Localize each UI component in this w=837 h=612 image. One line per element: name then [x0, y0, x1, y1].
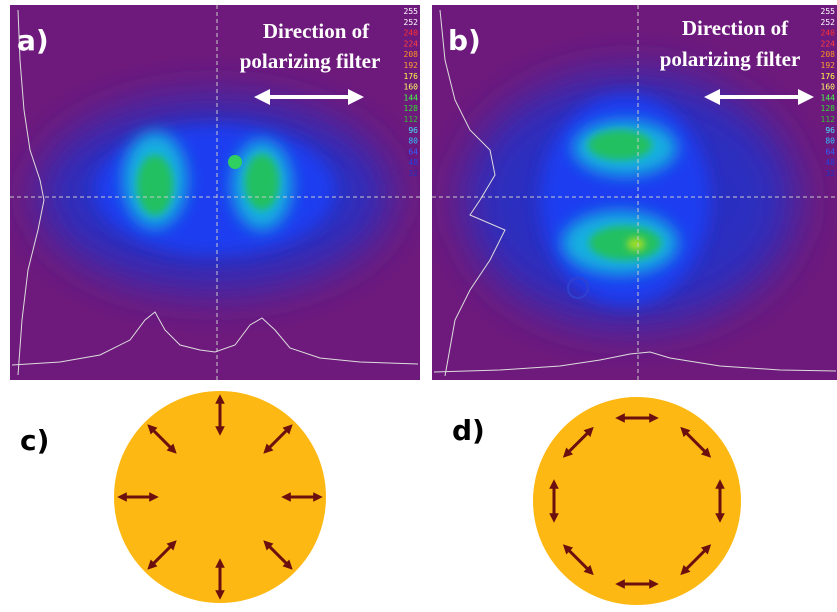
- colorbar-label: 64: [408, 147, 418, 156]
- blob: [245, 154, 279, 210]
- panel-label: b): [448, 24, 481, 57]
- colorbar-label: 240: [821, 29, 836, 38]
- blob: [589, 226, 661, 260]
- colorbar-label: 80: [825, 137, 835, 146]
- panel-label: c): [20, 424, 49, 457]
- colorbar-label: 144: [404, 93, 419, 102]
- colorbar-label: 176: [404, 72, 419, 81]
- blob: [137, 155, 173, 215]
- colorbar-label: 255: [404, 7, 419, 16]
- colorbar-label: 252: [821, 18, 836, 27]
- colorbar-label: 112: [821, 115, 836, 124]
- panel-label: d): [452, 414, 485, 447]
- caption: polarizing filter: [240, 49, 381, 73]
- caption: polarizing filter: [660, 47, 801, 71]
- colorbar-label: 192: [821, 61, 836, 70]
- colorbar-label: 160: [821, 83, 836, 92]
- colorbar-label: 96: [825, 126, 835, 135]
- colorbar-label: 128: [821, 104, 836, 113]
- colorbar-label: 48: [408, 158, 418, 167]
- colorbar-label: 160: [404, 83, 419, 92]
- colorbar-label: 240: [404, 29, 419, 38]
- colorbar-label: 224: [404, 39, 419, 48]
- colorbar-label: 80: [408, 137, 418, 146]
- panel-b: b) Direction of polarizing filter 255 252…: [432, 5, 837, 380]
- blob: [627, 238, 645, 250]
- colorbar-label: 176: [821, 72, 836, 81]
- colorbar-label: 144: [821, 93, 836, 102]
- blob: [588, 130, 652, 160]
- colorbar-label: 255: [821, 7, 836, 16]
- caption: Direction of: [263, 19, 370, 43]
- caption: Direction of: [682, 16, 789, 40]
- colorbar-label: 208: [404, 50, 419, 59]
- panel-a: a) Direction of polarizing filter 255 252…: [10, 5, 420, 380]
- colorbar-label: 224: [821, 39, 836, 48]
- colorbar-label: 128: [404, 104, 419, 113]
- blob: [228, 155, 242, 169]
- figure: a) Direction of polarizing filter 255 252…: [0, 0, 837, 612]
- colorbar-label: 112: [404, 115, 419, 124]
- colorbar-label: 192: [404, 61, 419, 70]
- beam-disc: [533, 397, 741, 605]
- colorbar-label: 208: [821, 50, 836, 59]
- colorbar-label: 252: [404, 18, 419, 27]
- colorbar-label: 64: [825, 147, 835, 156]
- colorbar-label: 48: [825, 158, 835, 167]
- colorbar-label: 32: [408, 169, 418, 178]
- colorbar-label: 32: [825, 169, 835, 178]
- panel-label: a): [17, 24, 49, 57]
- colorbar-label: 96: [408, 126, 418, 135]
